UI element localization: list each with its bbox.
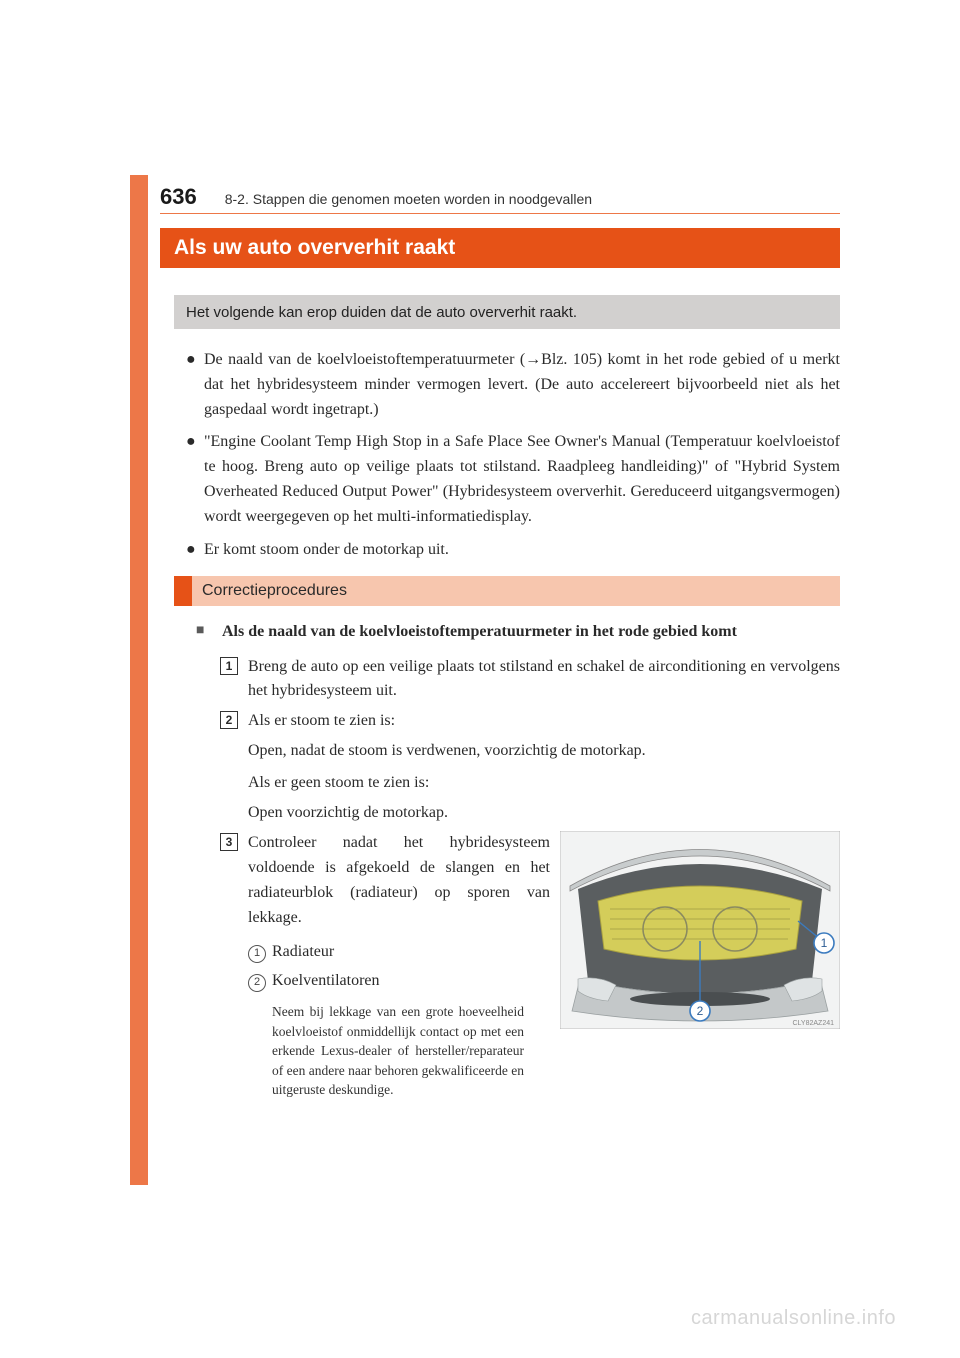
- engine-bay-svg: 1 2 CLY82AZ241: [560, 831, 840, 1029]
- intro-callout: Het volgende kan erop duiden dat de auto…: [174, 295, 840, 329]
- step-number-box: 3: [220, 833, 238, 851]
- content-body: ● De naald van de koelvloeistoftemperatu…: [186, 348, 840, 1100]
- step3-left-column: 3 Controleer nadat het hybridesysteem vo…: [216, 831, 550, 1100]
- left-accent-bar: [130, 175, 148, 1185]
- square-heading-text: Als de naald van de koelvloeistoftempera…: [222, 620, 840, 645]
- bullet-text: De naald van de koelvloeistoftemperatuur…: [204, 348, 840, 422]
- circle-number-icon: 1: [248, 945, 266, 963]
- figure-callout-2: 2: [697, 1004, 704, 1018]
- bullet-marker: ●: [186, 430, 204, 529]
- bullet-item: ● Er komt stoom onder de motorkap uit.: [186, 538, 840, 563]
- circle-number-icon: 2: [248, 974, 266, 992]
- square-marker-icon: ■: [186, 620, 222, 645]
- step-subtext: Open voorzichtig de motorkap.: [186, 801, 840, 825]
- step-text: Controleer nadat het hybridesysteem vold…: [242, 831, 550, 930]
- subsection-title: Correctieprocedures: [192, 576, 840, 606]
- page-header: 636 8-2. Stappen die genomen moeten word…: [160, 184, 840, 210]
- watermark: carmanualsonline.info: [691, 1307, 896, 1330]
- step-marker: 1: [216, 655, 242, 673]
- manual-page: 636 8-2. Stappen die genomen moeten word…: [0, 0, 960, 1358]
- step-marker: 2: [216, 709, 242, 727]
- step-number-box: 2: [220, 711, 238, 729]
- page-title: Als uw auto oververhit raakt: [160, 228, 840, 268]
- step-marker: 3: [216, 831, 242, 849]
- bullet-marker: ●: [186, 538, 204, 563]
- step-subtext: Als er geen stoom te zien is:: [186, 771, 840, 795]
- bullet-text: Er komt stoom onder de motorkap uit.: [204, 538, 840, 563]
- step-number-box: 1: [220, 657, 238, 675]
- section-breadcrumb: 8-2. Stappen die genomen moeten worden i…: [225, 191, 592, 207]
- step-row: 3 Controleer nadat het hybridesysteem vo…: [216, 831, 550, 930]
- advisory-note: Neem bij lekkage van een grote hoeveelhe…: [216, 1002, 524, 1100]
- engine-bay-figure: 1 2 CLY82AZ241: [560, 831, 840, 1029]
- legend-marker: 2: [248, 969, 272, 994]
- step3-container: 3 Controleer nadat het hybridesysteem vo…: [186, 831, 840, 1100]
- step-text: Breng de auto op een veilige plaats tot …: [242, 655, 840, 703]
- bullet-item: ● "Engine Coolant Temp High Stop in a Sa…: [186, 430, 840, 529]
- page-number: 636: [160, 184, 197, 210]
- bullet-text: "Engine Coolant Temp High Stop in a Safe…: [204, 430, 840, 529]
- legend-marker: 1: [248, 940, 272, 965]
- square-heading-row: ■ Als de naald van de koelvloeistoftempe…: [186, 620, 840, 645]
- step-subtext: Open, nadat de stoom is verdwenen, voorz…: [186, 739, 840, 763]
- subsection-bar: Correctieprocedures: [174, 576, 840, 606]
- bullet-marker: ●: [186, 348, 204, 422]
- legend-row: 2 Koelventilatoren: [216, 969, 550, 994]
- subsection-accent: [174, 576, 192, 606]
- legend-text: Koelventilatoren: [272, 969, 380, 994]
- step-row: 2 Als er stoom te zien is:: [186, 709, 840, 733]
- bullet-item: ● De naald van de koelvloeistoftemperatu…: [186, 348, 840, 422]
- figure-callout-1: 1: [821, 936, 828, 950]
- step-text: Als er stoom te zien is:: [242, 709, 840, 733]
- header-underline: [160, 213, 840, 214]
- legend-text: Radiateur: [272, 940, 334, 965]
- legend-row: 1 Radiateur: [216, 940, 550, 965]
- figure-reference: CLY82AZ241: [792, 1020, 834, 1027]
- step-row: 1 Breng de auto op een veilige plaats to…: [186, 655, 840, 703]
